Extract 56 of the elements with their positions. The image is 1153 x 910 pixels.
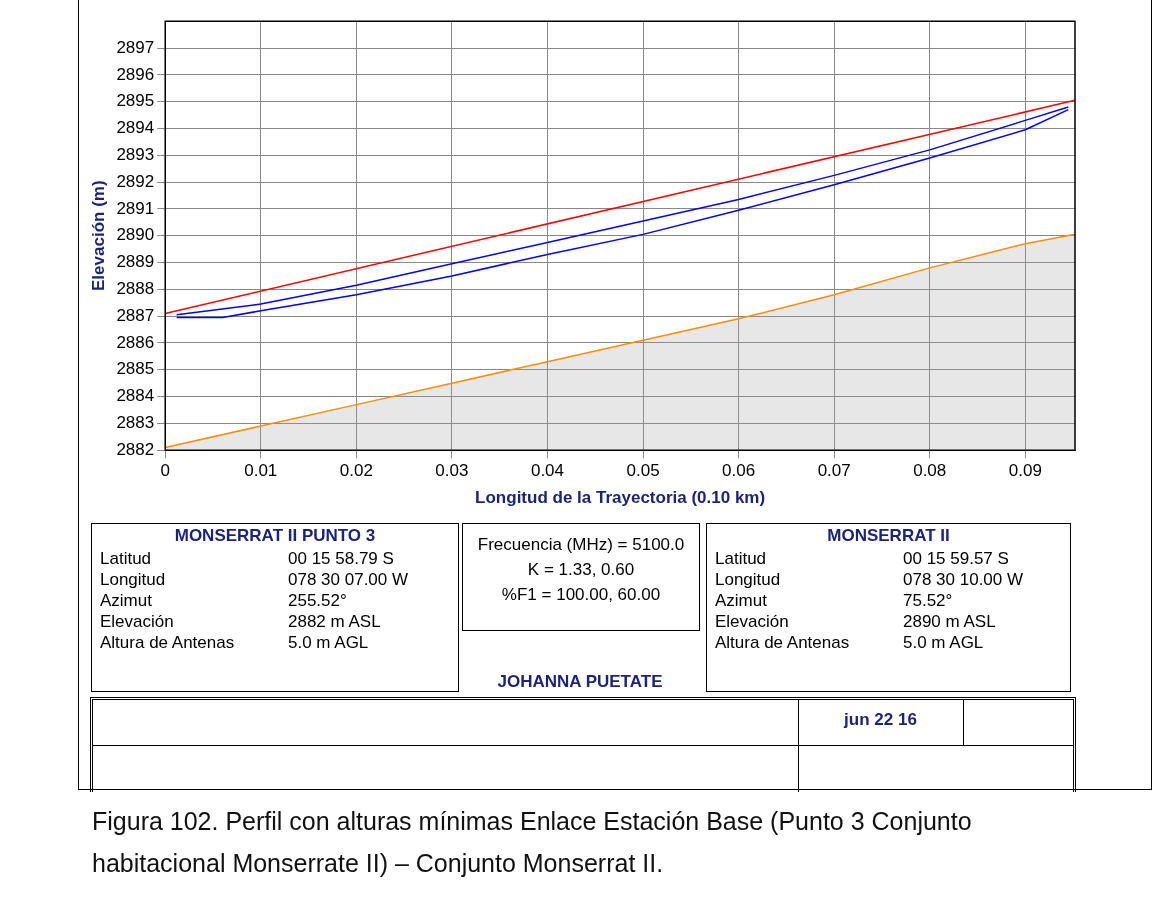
y-tick-label: 2888	[116, 279, 155, 299]
y-tick-label: 2897	[116, 37, 155, 57]
text: Latitud	[99, 548, 153, 569]
text: MONSERRAT II	[826, 525, 951, 547]
text: 255.52°	[288, 590, 347, 611]
x-tick-label: 0	[160, 461, 170, 481]
text: %F1 = 100.00, 60.00	[500, 584, 662, 606]
y-tick-label: 2887	[116, 305, 155, 325]
y-tick-label: 2884	[116, 386, 155, 406]
text: 078 30 07.00 W	[288, 569, 409, 590]
text: Longitud	[714, 569, 782, 590]
text: 2882 m ASL	[288, 611, 381, 632]
text: Altura de Antenas	[99, 632, 236, 653]
x-tick-label: 0.05	[626, 461, 660, 481]
x-tick-label: 0.04	[530, 461, 565, 481]
text: Latitud	[714, 548, 768, 569]
text: Longitud	[99, 569, 167, 590]
y-axis-title: Elevación (m)	[88, 180, 108, 291]
text: Elevación	[714, 611, 790, 632]
y-tick-label: 2886	[116, 332, 155, 352]
x-tick-label: 0.03	[435, 461, 469, 481]
y-tick-label: 2893	[116, 144, 155, 164]
text: 75.52°	[903, 590, 953, 611]
y-tick-label: 2883	[116, 413, 155, 433]
x-tick-label: 0.06	[722, 461, 756, 481]
text: Azimut	[99, 590, 153, 611]
y-tick-label: 2890	[116, 225, 155, 245]
y-tick-label: 2882	[116, 439, 155, 459]
text: 078 30 10.00 W	[903, 569, 1024, 590]
text: Frecuencia (MHz) = 5100.0	[476, 534, 686, 556]
text: jun 22 16	[842, 709, 918, 731]
x-tick-label: 0.08	[913, 461, 947, 481]
x-tick-label: 0.09	[1008, 461, 1042, 481]
y-tick-label: 2885	[116, 359, 155, 379]
y-tick-label: 2895	[116, 91, 155, 111]
x-tick-label: 0.01	[244, 461, 278, 481]
text: 00 15 59.57 S	[903, 548, 1009, 569]
x-tick-label: 0.07	[817, 461, 851, 481]
y-tick-label: 2891	[116, 198, 155, 218]
text: Elevación	[99, 611, 175, 632]
text: 5.0 m AGL	[288, 632, 369, 653]
text: K = 1.33, 0.60	[526, 559, 636, 581]
text: Azimut	[714, 590, 768, 611]
x-axis-title: Longitud de la Trayectoria (0.10 km)	[475, 488, 766, 508]
text: 00 15 58.79 S	[288, 548, 394, 569]
y-tick-label: 2896	[116, 64, 155, 84]
y-tick-label: 2894	[116, 118, 155, 138]
text: MONSERRAT II PUNTO 3	[173, 525, 377, 547]
x-tick-label: 0.02	[339, 461, 373, 481]
text: 2890 m ASL	[903, 611, 996, 632]
text: Altura de Antenas	[714, 632, 851, 653]
text: JOHANNA PUETATE	[496, 671, 664, 693]
text: 5.0 m AGL	[903, 632, 984, 653]
text: Figura 102. Perfil con alturas mínimas Enlace Estación Base (Punto 3 Conjunto habitacional Monserrate II) – Conjunto Monserrat II.	[92, 806, 973, 879]
y-tick-label: 2889	[116, 252, 155, 272]
y-tick-label: 2892	[116, 171, 155, 191]
